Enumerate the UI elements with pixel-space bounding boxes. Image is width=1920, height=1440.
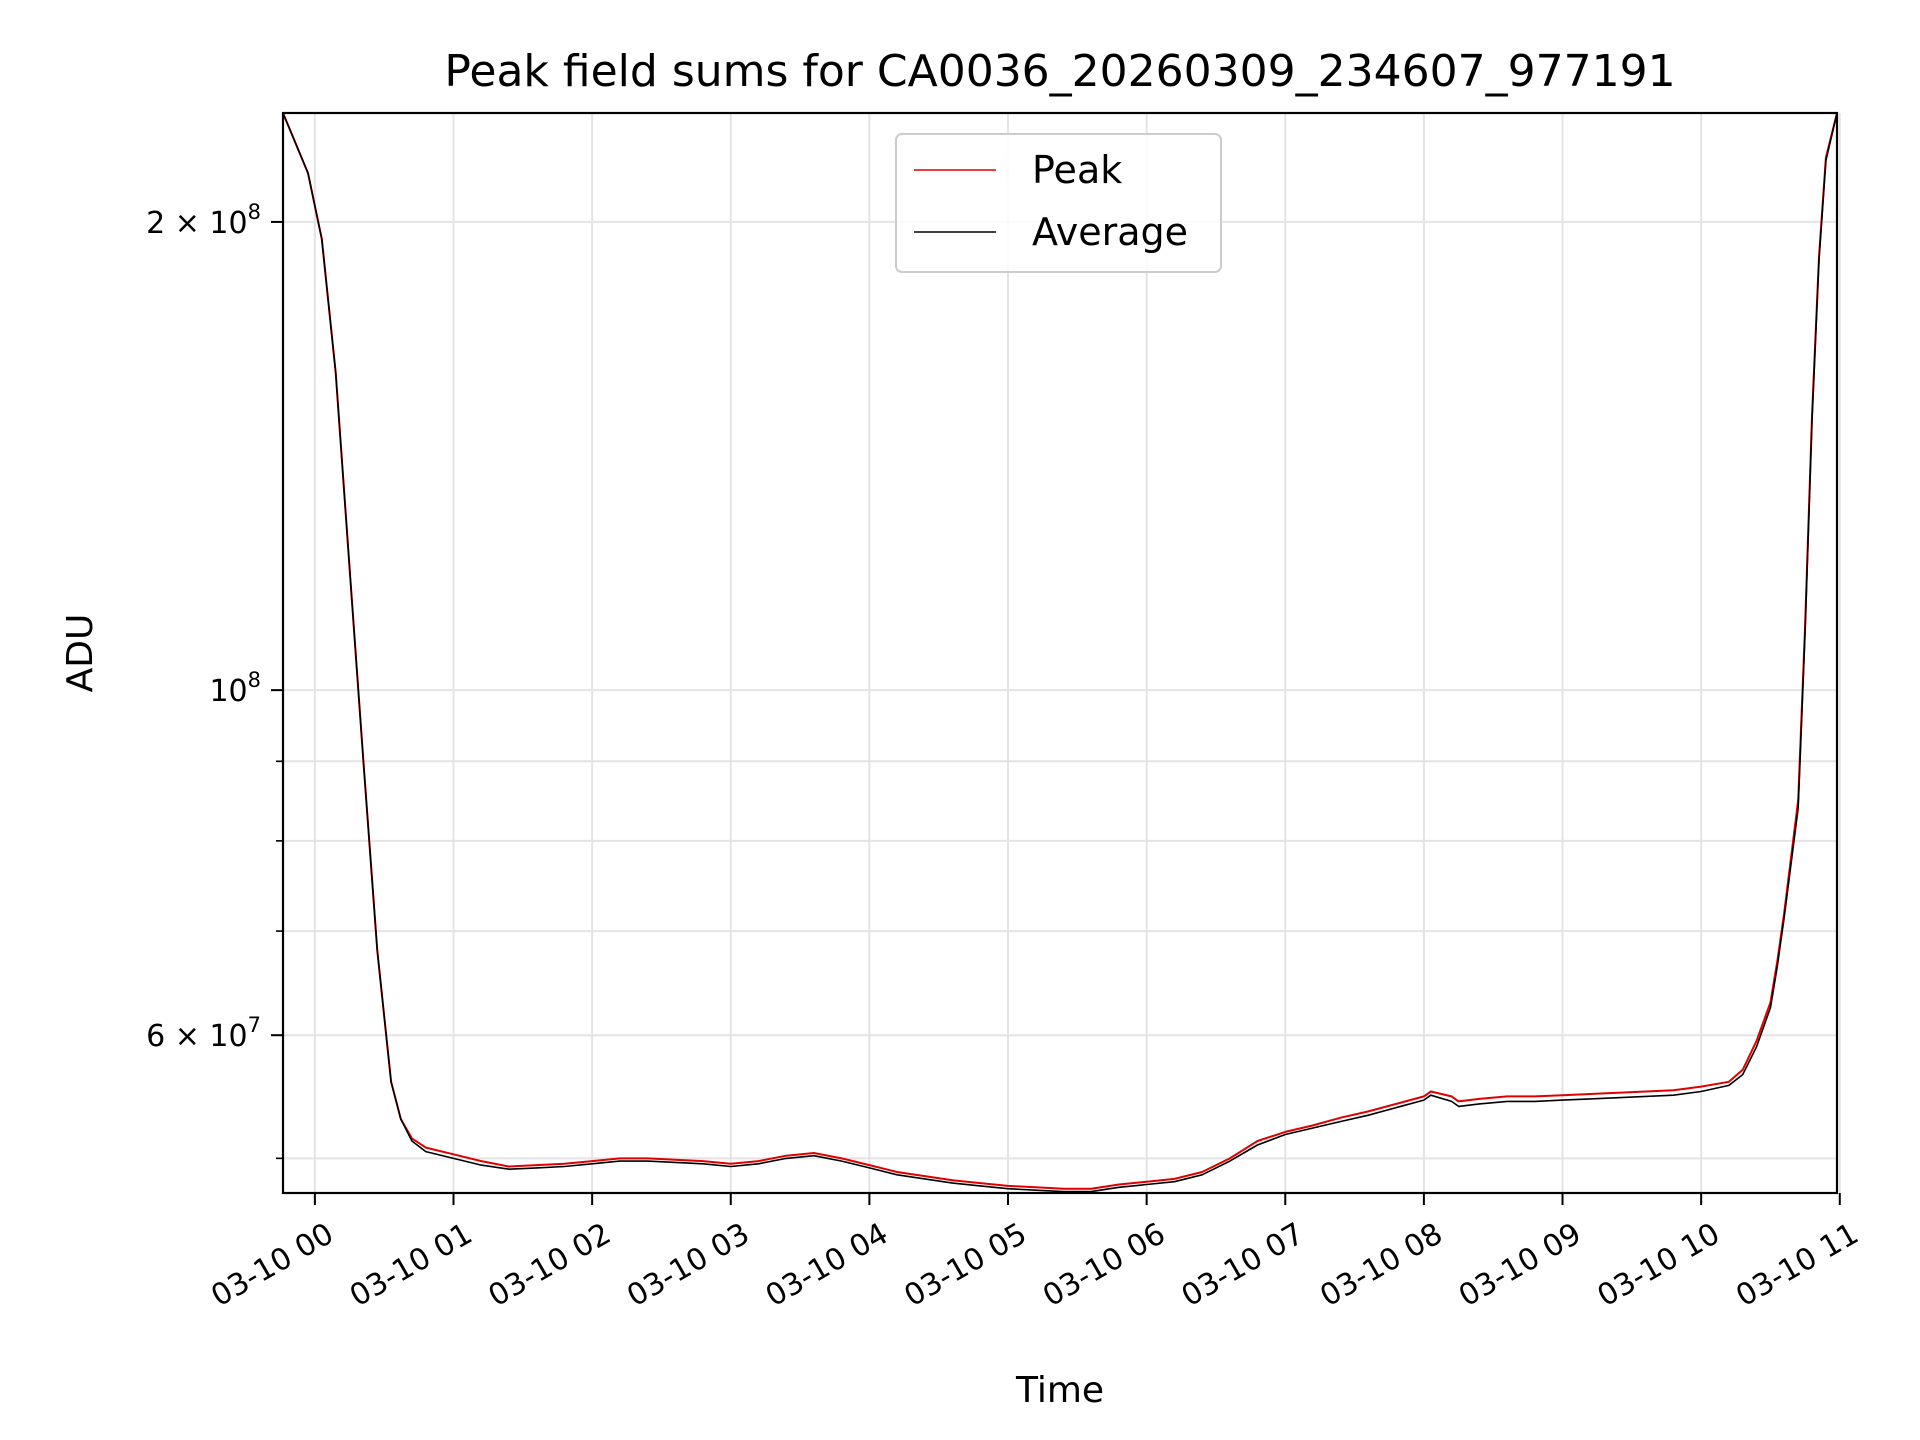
legend-box bbox=[895, 133, 1222, 273]
chart-title: Peak field sums for CA0036_20260309_2346… bbox=[444, 46, 1675, 97]
grid bbox=[283, 113, 1841, 1193]
plot-lines bbox=[282, 112, 1838, 1193]
legend: Peak Average bbox=[895, 133, 1222, 273]
y-tick-label: 6 × 107 bbox=[146, 1013, 261, 1054]
plot-frame bbox=[281, 111, 1839, 1195]
series-line-average bbox=[282, 112, 1838, 1193]
y-tick-label: 2 × 108 bbox=[146, 200, 261, 241]
series-line-peak bbox=[282, 112, 1838, 1190]
legend-label-peak: Peak bbox=[1032, 148, 1122, 192]
x-axis-label: Time bbox=[1015, 1370, 1104, 1411]
legend-label-average: Average bbox=[1032, 210, 1188, 254]
y-tick-label: 108 bbox=[209, 668, 261, 709]
y-axis-label: ADU bbox=[60, 614, 101, 693]
